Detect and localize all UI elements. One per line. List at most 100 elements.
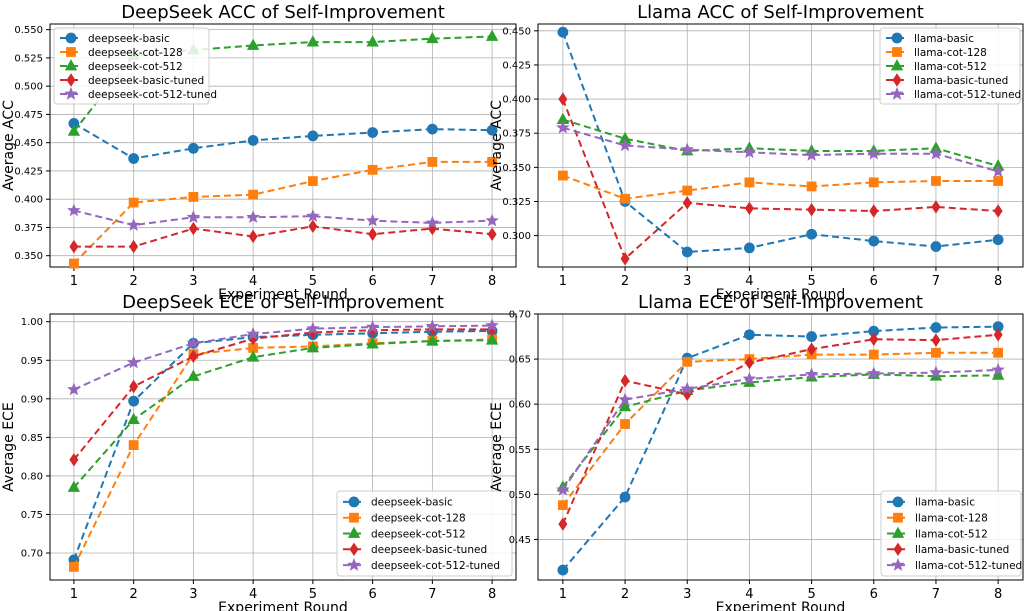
deepseek-ece-legend-label: deepseek-cot-512-tuned [371, 560, 500, 572]
llama-acc-series-line-llama-cot-512-tuned [562, 126, 999, 173]
deepseek-acc-data-point-deepseek-cot-128 [128, 197, 139, 208]
llama-ece-legend: llama-basic llama-cot-128 llama-cot-512 lla… [880, 490, 1022, 577]
llama-ece-y-tick-label: 0.60 [509, 400, 531, 411]
llama-ece-data-point-llama-cot-128 [620, 419, 630, 429]
deepseek-acc-legend-marker [66, 47, 76, 57]
deepseek-acc-legend-marker [64, 86, 78, 100]
llama-acc-data-point-llama-cot-128 [931, 176, 941, 186]
deepseek-acc-data-point-deepseek-cot-128 [487, 156, 498, 167]
deepseek-acc-y-axis-label: Average ACC [1, 100, 17, 191]
deepseek-acc-y-tick-label: 0.525 [14, 53, 43, 64]
deepseek-acc-data-point-deepseek-basic-tuned [368, 227, 378, 241]
llama-acc-data-point-llama-basic-tuned [558, 92, 568, 106]
deepseek-ece-x-tick-label: 8 [488, 587, 496, 602]
llama-acc-x-tick-label: 7 [932, 274, 940, 289]
deepseek-acc-legend-marker [66, 73, 76, 87]
deepseek-acc-data-point-deepseek-cot-512 [306, 35, 320, 47]
llama-ece-y-tick-label: 0.45 [509, 535, 531, 546]
deepseek-acc-data-point-deepseek-cot-512 [426, 31, 439, 44]
deepseek-ece-data-point-deepseek-cot-512-tuned [67, 382, 81, 396]
llama-ece-x-tick-label: 3 [683, 587, 691, 602]
llama-ece-data-point-llama-cot-512 [618, 400, 632, 412]
deepseek-acc-data-point-deepseek-cot-512-tuned [186, 210, 201, 224]
deepseek-acc-legend-label: deepseek-cot-512 [88, 61, 183, 73]
llama-acc-y-tick-label: 0.300 [502, 231, 531, 242]
deepseek-ece-data-point-deepseek-cot-512 [366, 337, 379, 349]
llama-acc-x-tick-label: 5 [807, 274, 815, 289]
llama-ece-x-tick-label: 2 [621, 587, 629, 602]
deepseek-ece-axes-frame [49, 313, 517, 581]
deepseek-ece-data-point-deepseek-cot-512-tuned [246, 326, 260, 340]
deepseek-acc-data-point-deepseek-cot-512 [366, 35, 379, 47]
llama-acc-y-axis-label: Average ACC [489, 100, 505, 191]
deepseek-acc-data-point-deepseek-basic-tuned [188, 221, 198, 236]
llama-acc-legend-marker [890, 59, 904, 71]
deepseek-acc-x-tick-label: 2 [130, 274, 138, 289]
deepseek-acc-legend-box [53, 27, 210, 105]
deepseek-ece-data-point-deepseek-cot-512 [306, 341, 320, 353]
llama-acc-x-tick-label: 2 [621, 274, 629, 289]
llama-acc-x-tick-label: 1 [559, 274, 567, 289]
deepseek-ece-data-point-deepseek-cot-128 [68, 561, 79, 572]
deepseek-acc-data-point-deepseek-basic [367, 127, 379, 138]
deepseek-ece-legend-box [336, 490, 513, 577]
deepseek-acc-legend-label: deepseek-cot-512-tuned [88, 89, 217, 101]
deepseek-ece-legend: deepseek-basic deepseek-cot-128 deepseek-c… [336, 490, 513, 577]
deepseek-ece-data-point-deepseek-cot-512 [187, 369, 200, 381]
llama-acc-data-point-llama-cot-512-tuned [556, 120, 570, 134]
deepseek-ece-x-tick-label: 1 [70, 587, 78, 602]
deepseek-ece-data-point-deepseek-cot-128 [128, 440, 139, 450]
llama-ece-data-point-llama-basic [557, 564, 569, 576]
deepseek-acc-data-point-deepseek-basic [426, 123, 438, 135]
deepseek-acc-x-tick-label: 7 [428, 274, 436, 289]
llama-acc-data-point-llama-cot-128 [682, 185, 693, 196]
llama-acc-legend: llama-basic llama-cot-128 llama-cot-512 lla… [879, 27, 1021, 105]
llama-acc-y-tick-label: 0.375 [502, 129, 531, 140]
llama-acc-data-point-llama-basic [930, 241, 942, 252]
llama-ece-y-tick-label: 0.50 [509, 490, 531, 501]
deepseek-acc-data-point-deepseek-cot-512-tuned [306, 209, 320, 222]
llama-ece-data-point-llama-basic-tuned [931, 333, 941, 347]
llama-ece-data-point-llama-basic [930, 322, 942, 333]
llama-ece-data-point-llama-cot-512-tuned [804, 367, 819, 381]
llama-ece-x-tick-label: 1 [559, 587, 567, 602]
deepseek-acc-data-point-deepseek-cot-512-tuned [67, 203, 81, 217]
llama-ece-x-tick-label: 5 [807, 587, 815, 602]
llama-ece-data-point-llama-basic-tuned [869, 332, 879, 346]
llama-ece-legend-marker [892, 496, 904, 508]
deepseek-acc-data-point-deepseek-basic-tuned [69, 239, 79, 254]
llama-acc-legend-label: llama-cot-512-tuned [914, 89, 1021, 101]
llama-ece-legend-box [880, 490, 1022, 577]
deepseek-acc-data-point-deepseek-basic-tuned [248, 229, 258, 244]
llama-acc-y-tick-label: 0.325 [502, 197, 531, 208]
llama-acc-legend-marker [891, 32, 903, 44]
llama-acc-legend-marker [892, 47, 902, 57]
deepseek-acc-y-tick-label: 0.475 [14, 110, 43, 121]
llama-ece-data-point-llama-basic-tuned [558, 517, 568, 531]
deepseek-ece-data-point-deepseek-cot-512 [246, 350, 260, 362]
llama-acc-data-point-llama-basic-tuned [620, 252, 630, 266]
deepseek-acc-data-point-deepseek-basic [486, 124, 498, 136]
deepseek-ece-title: DeepSeek ECE of Self-Improvement [122, 292, 444, 313]
llama-acc-data-point-llama-basic-tuned [869, 204, 879, 218]
llama-ece-data-point-llama-cot-128 [931, 347, 941, 358]
llama-ece-data-point-llama-cot-128 [993, 347, 1004, 358]
deepseek-ece-legend-label: deepseek-cot-128 [371, 513, 466, 525]
llama-acc-data-point-llama-basic [681, 246, 693, 258]
deepseek-acc-title: DeepSeek ACC of Self-Improvement [121, 2, 445, 23]
deepseek-acc-data-point-deepseek-cot-128 [367, 164, 378, 175]
llama-acc-y-tick-label: 0.425 [502, 60, 531, 71]
llama-ece-data-point-llama-cot-128 [868, 349, 879, 360]
llama-ece-x-tick-label: 8 [994, 587, 1002, 602]
llama-acc-data-point-llama-basic-tuned [931, 200, 941, 214]
llama-ece-data-point-llama-cot-128 [557, 500, 568, 511]
deepseek-ece-data-point-deepseek-basic-tuned [188, 349, 198, 364]
deepseek-acc-data-point-deepseek-basic [128, 153, 140, 164]
deepseek-acc-y-tick-label: 0.375 [14, 223, 43, 234]
deepseek-acc-series-line-deepseek-cot-512-tuned [73, 209, 493, 227]
deepseek-acc-data-point-deepseek-cot-512 [67, 124, 81, 136]
deepseek-acc-y-tick-label: 0.350 [14, 251, 43, 262]
deepseek-acc-legend-label: deepseek-basic [88, 33, 170, 45]
